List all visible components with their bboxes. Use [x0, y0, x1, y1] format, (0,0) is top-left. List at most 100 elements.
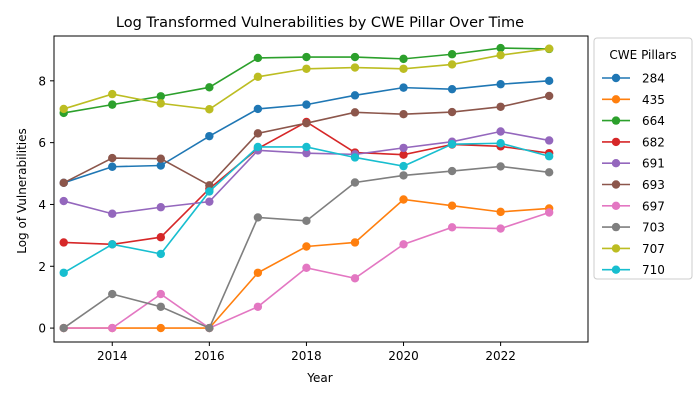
- data-point: [253, 302, 263, 311]
- data-point: [399, 195, 408, 204]
- data-point: [108, 162, 117, 171]
- data-point: [496, 207, 505, 217]
- series-707: [59, 44, 554, 114]
- legend-swatch-marker: [611, 201, 621, 210]
- data-point: [544, 168, 554, 177]
- data-point: [108, 323, 117, 333]
- data-point: [302, 242, 311, 251]
- y-tick-label: 0: [38, 322, 46, 336]
- data-point: [544, 76, 554, 86]
- data-point: [59, 323, 68, 333]
- data-point: [205, 187, 214, 196]
- data-point: [59, 268, 68, 277]
- data-point: [447, 60, 457, 69]
- data-point: [302, 100, 311, 109]
- plot-frame: [53, 35, 589, 343]
- data-point: [350, 153, 360, 162]
- data-point: [447, 107, 457, 117]
- data-point: [108, 240, 117, 249]
- y-tick-label: 8: [38, 74, 46, 88]
- y-tick-label: 4: [38, 198, 46, 212]
- data-point: [496, 127, 505, 136]
- data-point: [205, 197, 214, 206]
- y-axis: 0 2 4 6 8: [38, 74, 54, 336]
- y-tick-label: 2: [38, 260, 46, 274]
- data-point: [399, 83, 408, 92]
- x-tick-label: 2022: [485, 349, 516, 363]
- legend-entry-435: 435: [602, 93, 665, 107]
- legend-swatch-marker: [611, 73, 621, 83]
- x-tick-label: 2020: [388, 349, 419, 363]
- legend-swatch-marker: [611, 180, 621, 189]
- legend-entry-693: 693: [602, 178, 665, 192]
- data-point: [302, 142, 311, 152]
- data-point: [399, 240, 408, 249]
- data-point: [399, 171, 408, 180]
- data-point: [302, 64, 311, 73]
- legend-label: 664: [642, 114, 665, 128]
- legend-entry-691: 691: [602, 157, 665, 171]
- data-point: [350, 52, 360, 62]
- data-point: [350, 178, 360, 187]
- data-point: [399, 110, 408, 119]
- legend-swatch-marker: [611, 265, 621, 274]
- series-line: [63, 95, 550, 187]
- legend-label: 682: [642, 135, 665, 149]
- legend-swatch-marker: [611, 95, 621, 104]
- x-tick-label: 2014: [97, 349, 128, 363]
- series-693: [59, 91, 554, 190]
- legend-label: 435: [642, 93, 665, 107]
- legend-swatch-marker: [611, 137, 621, 147]
- data-point: [205, 105, 214, 114]
- data-point: [447, 223, 457, 232]
- legend-label: 710: [642, 263, 665, 277]
- legend-label: 703: [642, 221, 665, 235]
- data-point: [302, 52, 311, 62]
- data-point: [447, 166, 457, 176]
- data-point: [302, 216, 311, 226]
- data-point: [108, 153, 117, 163]
- data-point: [253, 213, 263, 222]
- data-point: [496, 162, 505, 171]
- legend-swatch-marker: [611, 116, 621, 125]
- data-point: [544, 44, 554, 53]
- data-point: [156, 154, 165, 163]
- data-point: [156, 99, 165, 108]
- legend-entry-284: 284: [602, 72, 665, 86]
- data-point: [350, 274, 360, 283]
- data-point: [253, 53, 263, 63]
- data-point: [108, 89, 117, 99]
- data-point: [399, 150, 408, 159]
- data-point: [108, 209, 117, 218]
- data-point: [544, 91, 554, 101]
- y-axis-label: Log of Vulnerabilities: [15, 128, 29, 254]
- legend-entry-707: 707: [602, 242, 665, 256]
- data-point: [350, 238, 360, 247]
- legend-entry-682: 682: [602, 135, 665, 149]
- data-point: [496, 102, 505, 111]
- legend-label: 691: [642, 157, 665, 171]
- data-point: [156, 249, 165, 259]
- data-point: [156, 289, 165, 299]
- data-point: [496, 224, 505, 233]
- data-point: [156, 203, 165, 212]
- data-point: [205, 131, 214, 141]
- data-point: [59, 238, 68, 247]
- legend-swatch-marker: [611, 222, 621, 232]
- data-point: [399, 143, 408, 153]
- series-layer: [59, 43, 554, 333]
- data-point: [253, 142, 263, 152]
- data-point: [302, 148, 311, 158]
- legend-entry-697: 697: [602, 199, 665, 213]
- chart-title: Log Transformed Vulnerabilities by CWE P…: [116, 15, 524, 31]
- legend-title: CWE Pillars: [609, 48, 676, 62]
- data-point: [205, 181, 214, 190]
- series-710: [59, 139, 554, 277]
- series-691: [59, 127, 554, 218]
- data-point: [59, 178, 68, 188]
- x-axis-label: Year: [306, 371, 332, 385]
- data-point: [253, 129, 263, 138]
- data-point: [156, 92, 165, 101]
- data-point: [496, 50, 505, 60]
- series-697: [59, 208, 554, 333]
